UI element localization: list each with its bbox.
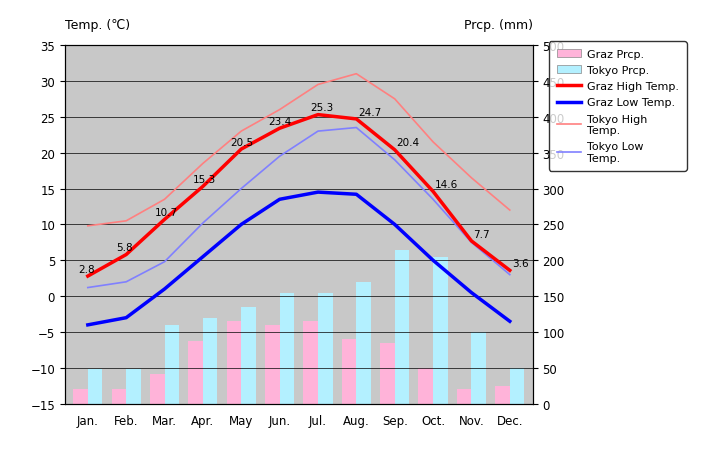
Graz Low Temp. [275,197,284,202]
Text: Temp. (℃): Temp. (℃) [65,19,130,32]
Tokyo High
Temp. [237,129,246,134]
Text: 15.3: 15.3 [193,175,217,185]
Graz High Temp. [237,147,246,152]
Tokyo Low
Temp. [467,240,476,246]
Graz Low Temp. [352,192,361,197]
Tokyo Low
Temp. [275,154,284,160]
Bar [495,386,510,404]
Graz High Temp. [122,252,130,258]
Tokyo Low
Temp. [352,125,361,131]
Graz Low Temp. [122,315,130,321]
Graz High Temp. [428,189,437,195]
Tokyo High
Temp. [199,161,207,167]
Text: 25.3: 25.3 [310,103,333,113]
Graz Low Temp. [161,286,169,292]
Graz Low Temp. [237,222,246,228]
Line: Tokyo High
Temp.: Tokyo High Temp. [88,74,510,226]
Graz Low Temp. [390,222,399,228]
Text: 23.4: 23.4 [268,117,292,127]
Bar [203,318,217,404]
Bar [150,374,165,404]
Bar [265,325,279,404]
Tokyo High
Temp. [84,224,92,229]
Text: 20.4: 20.4 [397,138,420,148]
Tokyo Low
Temp. [237,186,246,192]
Graz High Temp. [84,274,92,279]
Tokyo High
Temp. [161,197,169,202]
Graz Low Temp. [428,258,437,263]
Bar [457,390,472,404]
Line: Graz High Temp.: Graz High Temp. [88,115,510,276]
Graz High Temp. [390,148,399,153]
Graz Low Temp. [199,254,207,260]
Graz High Temp. [199,184,207,190]
Graz High Temp. [161,217,169,223]
Bar [126,369,140,404]
Bar [303,322,318,404]
Legend: Graz Prcp., Tokyo Prcp., Graz High Temp., Graz Low Temp., Tokyo High
Temp., Toky: Graz Prcp., Tokyo Prcp., Graz High Temp.… [549,42,687,171]
Tokyo Low
Temp. [428,197,437,202]
Tokyo High
Temp. [467,176,476,181]
Text: 20.5: 20.5 [230,137,253,147]
Bar [88,369,102,404]
Text: 24.7: 24.7 [359,107,382,118]
Tokyo High
Temp. [122,218,130,224]
Tokyo High
Temp. [428,140,437,146]
Tokyo High
Temp. [352,72,361,77]
Bar [433,257,448,404]
Bar [418,368,433,404]
Bar [318,293,333,404]
Tokyo High
Temp. [390,97,399,102]
Bar [472,332,486,404]
Graz High Temp. [505,268,514,274]
Graz High Temp. [314,112,323,118]
Graz High Temp. [467,239,476,244]
Bar [342,340,356,404]
Text: 5.8: 5.8 [117,243,133,253]
Bar [279,293,294,404]
Bar [227,322,241,404]
Text: 7.7: 7.7 [473,229,490,239]
Graz Low Temp. [314,190,323,196]
Text: 2.8: 2.8 [78,264,95,274]
Bar [165,325,179,404]
Bar [395,250,409,404]
Tokyo High
Temp. [275,107,284,113]
Tokyo Low
Temp. [122,280,130,285]
Graz Low Temp. [467,290,476,296]
Graz Low Temp. [84,322,92,328]
Tokyo High
Temp. [314,83,323,88]
Tokyo Low
Temp. [84,285,92,291]
Line: Tokyo Low
Temp.: Tokyo Low Temp. [88,128,510,288]
Tokyo Low
Temp. [505,272,514,278]
Graz High Temp. [352,117,361,123]
Tokyo Low
Temp. [199,221,207,226]
Tokyo Low
Temp. [390,158,399,163]
Bar [241,307,256,404]
Tokyo High
Temp. [505,208,514,213]
Text: 3.6: 3.6 [512,258,528,269]
Line: Graz Low Temp.: Graz Low Temp. [88,193,510,325]
Bar [112,390,126,404]
Tokyo Low
Temp. [314,129,323,134]
Text: Prcp. (mm): Prcp. (mm) [464,19,533,32]
Graz High Temp. [275,126,284,132]
Bar [73,390,88,404]
Graz Low Temp. [505,319,514,325]
Text: 10.7: 10.7 [155,207,178,218]
Bar [510,368,524,404]
Text: 14.6: 14.6 [435,179,458,190]
Bar [380,343,395,404]
Bar [189,341,203,404]
Bar [356,282,371,404]
Tokyo Low
Temp. [161,259,169,265]
